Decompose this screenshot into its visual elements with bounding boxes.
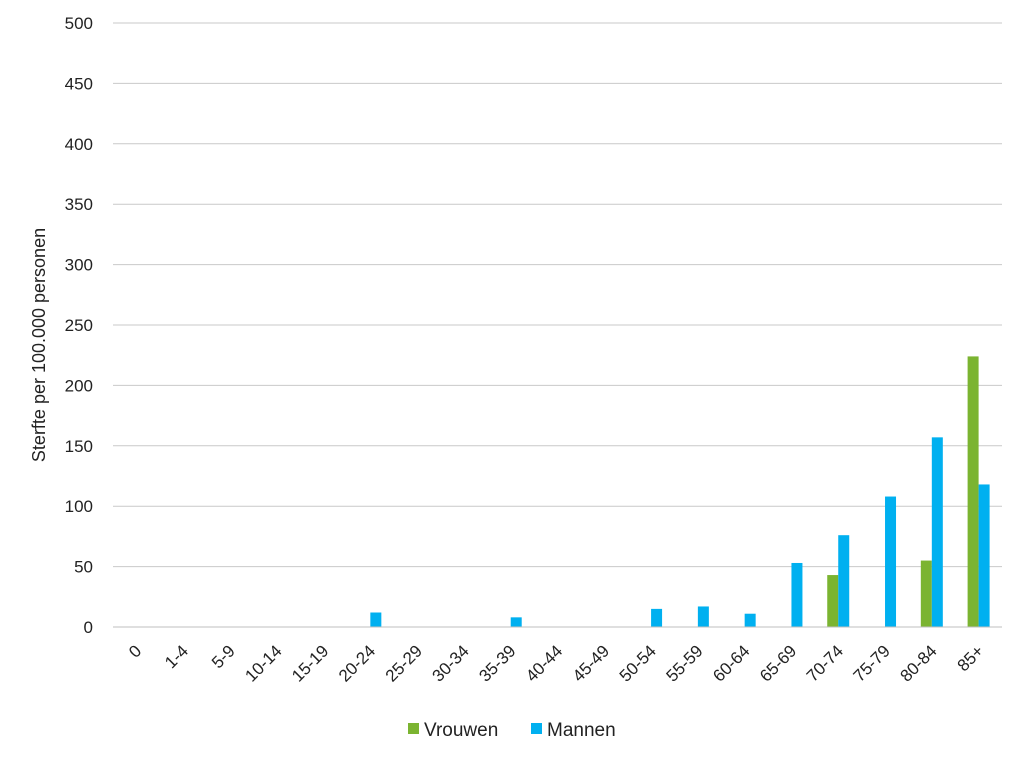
y-tick-label: 100 — [65, 497, 93, 516]
x-tick-label: 15-19 — [288, 641, 332, 685]
bar-mannen-35-39 — [510, 617, 522, 627]
y-tick-label: 200 — [65, 376, 93, 395]
bar-vrouwen-80-84 — [920, 560, 932, 627]
x-tick-label: 1-4 — [161, 641, 192, 672]
x-tick-label: 45-49 — [569, 641, 613, 685]
bar-mannen-75-79 — [885, 496, 897, 627]
bar-mannen-85+ — [978, 484, 990, 627]
bars — [370, 356, 990, 627]
x-axis-tick-labels: 0 1-4 5-9 10-14 15-19 20-24 25-29 30-34 35-39 40-… — [125, 641, 987, 685]
x-tick-label: 30-34 — [429, 641, 473, 685]
x-tick-label: 10-14 — [241, 641, 285, 685]
x-tick-label: 65-69 — [756, 641, 800, 685]
x-tick-label: 60-64 — [709, 641, 753, 685]
bar-vrouwen-70-74 — [827, 575, 839, 627]
bar-mannen-80-84 — [931, 437, 943, 627]
x-tick-label: 40-44 — [522, 641, 566, 685]
x-tick-label: 5-9 — [208, 641, 239, 672]
y-axis-title: Sterfte per 100.000 personen — [29, 228, 49, 462]
x-tick-label: 70-74 — [803, 641, 847, 685]
y-tick-label: 150 — [65, 437, 93, 456]
bar-mannen-70-74 — [838, 535, 850, 627]
y-tick-label: 250 — [65, 316, 93, 335]
bar-mannen-50-54 — [651, 608, 663, 627]
y-tick-label: 50 — [74, 558, 93, 577]
legend: Vrouwen Mannen — [408, 720, 616, 741]
x-tick-label: 20-24 — [335, 641, 379, 685]
bar-mannen-65-69 — [791, 562, 803, 627]
y-tick-label: 350 — [65, 195, 93, 214]
x-tick-label: 80-84 — [896, 641, 940, 685]
bar-mannen-20-24 — [370, 612, 382, 627]
x-tick-label: 35-39 — [475, 641, 519, 685]
bar-mannen-55-59 — [697, 606, 709, 627]
x-tick-label: 25-29 — [382, 641, 426, 685]
y-tick-label: 500 — [65, 14, 93, 33]
y-tick-label: 300 — [65, 256, 93, 275]
legend-label-mannen: Mannen — [547, 720, 616, 741]
bar-vrouwen-85+ — [967, 356, 979, 627]
x-tick-label: 50-54 — [616, 641, 660, 685]
legend-swatch-vrouwen — [408, 723, 419, 734]
x-tick-label: 55-59 — [663, 641, 707, 685]
x-tick-label: 0 — [125, 641, 145, 661]
bar-mannen-60-64 — [744, 613, 756, 627]
y-tick-label: 450 — [65, 74, 93, 93]
legend-label-vrouwen: Vrouwen — [424, 720, 498, 741]
legend-swatch-mannen — [531, 723, 542, 734]
x-tick-label: 75-79 — [850, 641, 894, 685]
gridlines — [113, 22, 1002, 568]
x-tick-label: 85+ — [954, 641, 988, 675]
y-tick-label: 400 — [65, 135, 93, 154]
y-axis-tick-labels: 0 50 100 150 200 250 300 350 400 450 500 — [65, 14, 93, 637]
y-tick-label: 0 — [84, 618, 93, 637]
